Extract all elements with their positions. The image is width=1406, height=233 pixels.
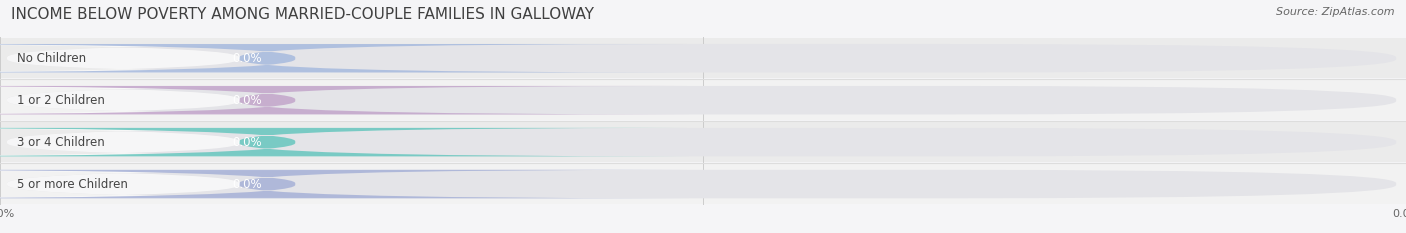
FancyBboxPatch shape — [7, 128, 1396, 156]
Text: 0.0%: 0.0% — [232, 94, 262, 107]
Text: 0.0%: 0.0% — [232, 52, 262, 65]
FancyBboxPatch shape — [0, 38, 1406, 78]
Text: INCOME BELOW POVERTY AMONG MARRIED-COUPLE FAMILIES IN GALLOWAY: INCOME BELOW POVERTY AMONG MARRIED-COUPL… — [11, 7, 595, 22]
Text: Source: ZipAtlas.com: Source: ZipAtlas.com — [1277, 7, 1395, 17]
FancyBboxPatch shape — [0, 86, 457, 114]
Text: 0.0%: 0.0% — [232, 178, 262, 191]
FancyBboxPatch shape — [0, 80, 1406, 120]
FancyBboxPatch shape — [0, 170, 457, 198]
FancyBboxPatch shape — [7, 170, 1396, 198]
FancyBboxPatch shape — [0, 44, 689, 72]
FancyBboxPatch shape — [0, 86, 689, 114]
Text: 1 or 2 Children: 1 or 2 Children — [17, 94, 104, 107]
Text: No Children: No Children — [17, 52, 86, 65]
FancyBboxPatch shape — [0, 128, 689, 156]
FancyBboxPatch shape — [0, 170, 689, 198]
FancyBboxPatch shape — [0, 128, 457, 156]
FancyBboxPatch shape — [7, 86, 1396, 114]
Text: 5 or more Children: 5 or more Children — [17, 178, 128, 191]
FancyBboxPatch shape — [7, 44, 1396, 72]
FancyBboxPatch shape — [0, 122, 1406, 162]
Text: 0.0%: 0.0% — [232, 136, 262, 149]
Text: 3 or 4 Children: 3 or 4 Children — [17, 136, 104, 149]
FancyBboxPatch shape — [0, 44, 457, 72]
FancyBboxPatch shape — [0, 164, 1406, 204]
